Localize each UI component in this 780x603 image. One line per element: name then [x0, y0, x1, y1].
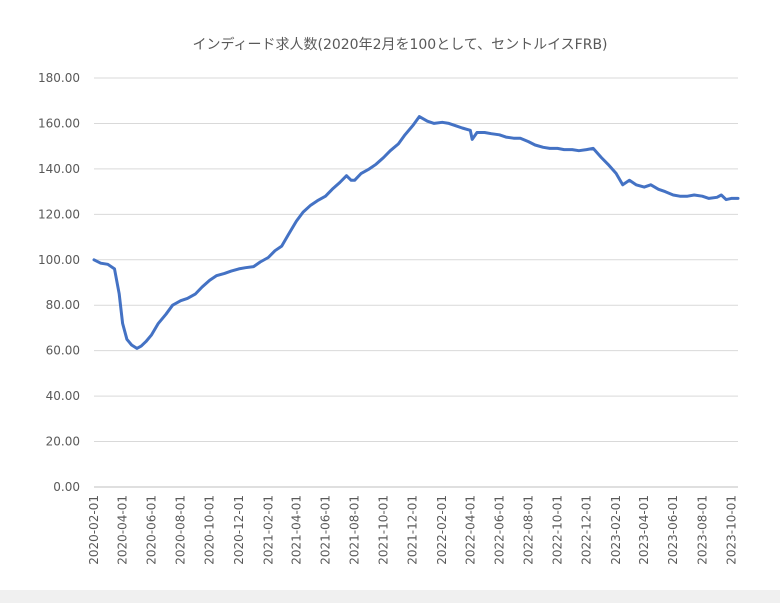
gridlines — [94, 77, 738, 488]
y-tick-label: 120.00 — [38, 207, 80, 221]
y-tick-label: 20.00 — [46, 435, 80, 449]
x-tick-label: 2023-08-01 — [695, 495, 709, 565]
x-tick-label: 2023-10-01 — [724, 495, 738, 565]
x-tick-label: 2023-02-01 — [609, 495, 623, 565]
x-tick-label: 2022-06-01 — [492, 495, 506, 565]
x-tick-label: 2023-04-01 — [637, 495, 651, 565]
x-tick-label: 2022-02-01 — [435, 495, 449, 565]
x-axis-tick-labels: 2020-02-01 2020-04-01 2020-06-01 2020-08-01… — [87, 495, 738, 565]
x-tick-label: 2021-12-01 — [406, 495, 420, 565]
x-tick-label: 2021-04-01 — [289, 495, 303, 565]
y-tick-label: 60.00 — [46, 344, 80, 358]
x-tick-label: 2020-06-01 — [145, 495, 159, 565]
x-tick-label: 2022-12-01 — [580, 495, 594, 565]
x-tick-label: 2020-12-01 — [232, 495, 246, 565]
y-tick-label: 160.00 — [38, 116, 80, 130]
x-tick-label: 2020-10-01 — [203, 495, 217, 565]
x-tick-label: 2022-10-01 — [550, 495, 564, 565]
frame-bottom-edge — [0, 590, 780, 603]
x-tick-label: 2021-02-01 — [261, 495, 275, 565]
x-tick-label: 2022-08-01 — [521, 495, 535, 565]
y-tick-label: 140.00 — [38, 162, 80, 176]
x-tick-label: 2020-08-01 — [174, 495, 188, 565]
x-tick-label: 2021-08-01 — [348, 495, 362, 565]
series-line-0 — [92, 115, 740, 350]
x-tick-label: 2021-10-01 — [377, 495, 391, 565]
y-tick-label: 100.00 — [38, 253, 80, 267]
y-axis-tick-labels: 0.00 20.00 40.00 60.00 80.00 100.00 120.00 140.… — [38, 71, 80, 494]
series-layer — [92, 115, 740, 350]
y-tick-label: 40.00 — [46, 389, 80, 403]
y-tick-label: 0.00 — [53, 480, 80, 494]
x-tick-label: 2020-04-01 — [116, 495, 130, 565]
x-tick-label: 2023-06-01 — [666, 495, 680, 565]
chart-title: インディード求人数(2020年2月を100として、セントルイスFRB) — [192, 36, 607, 53]
y-tick-label: 180.00 — [38, 71, 80, 85]
y-tick-label: 80.00 — [46, 298, 80, 312]
x-tick-label: 2022-04-01 — [463, 495, 477, 565]
x-tick-label: 2021-06-01 — [318, 495, 332, 565]
x-tick-label: 2020-02-01 — [87, 495, 101, 565]
